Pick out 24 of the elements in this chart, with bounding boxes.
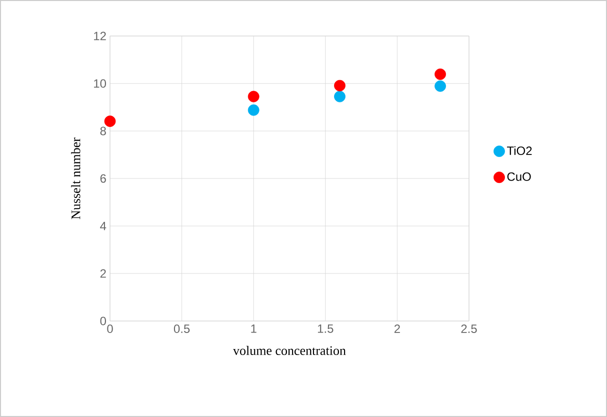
- point: [334, 80, 346, 92]
- point: [248, 90, 260, 102]
- x-tick-label: 1: [251, 324, 256, 333]
- x-axis-title: volume concentration: [233, 346, 346, 356]
- y-tick-label: 0: [100, 316, 106, 326]
- x-tick-label: 0.5: [174, 324, 190, 334]
- y-axis-title: Nusselt number: [71, 138, 80, 220]
- point: [248, 104, 260, 116]
- x-tick-label: 0: [107, 324, 113, 334]
- point: [334, 90, 346, 102]
- legend-label: CuO: [507, 172, 531, 181]
- y-tick-label: 8: [100, 126, 106, 136]
- y-tick-label: 2: [100, 269, 106, 278]
- legend-label: TiO2: [507, 146, 532, 156]
- x-tick-label: 1.5: [318, 324, 334, 333]
- y-tick-label: 6: [100, 174, 106, 183]
- y-tick-label: 10: [94, 79, 106, 88]
- point: [434, 68, 446, 80]
- x-tick-label: 2: [394, 324, 400, 333]
- y-tick-label: 4: [100, 222, 106, 230]
- point: [434, 80, 446, 92]
- x-tick-label: 2.5: [461, 324, 477, 334]
- point: [104, 116, 116, 127]
- y-tick-label: 12: [94, 32, 106, 40]
